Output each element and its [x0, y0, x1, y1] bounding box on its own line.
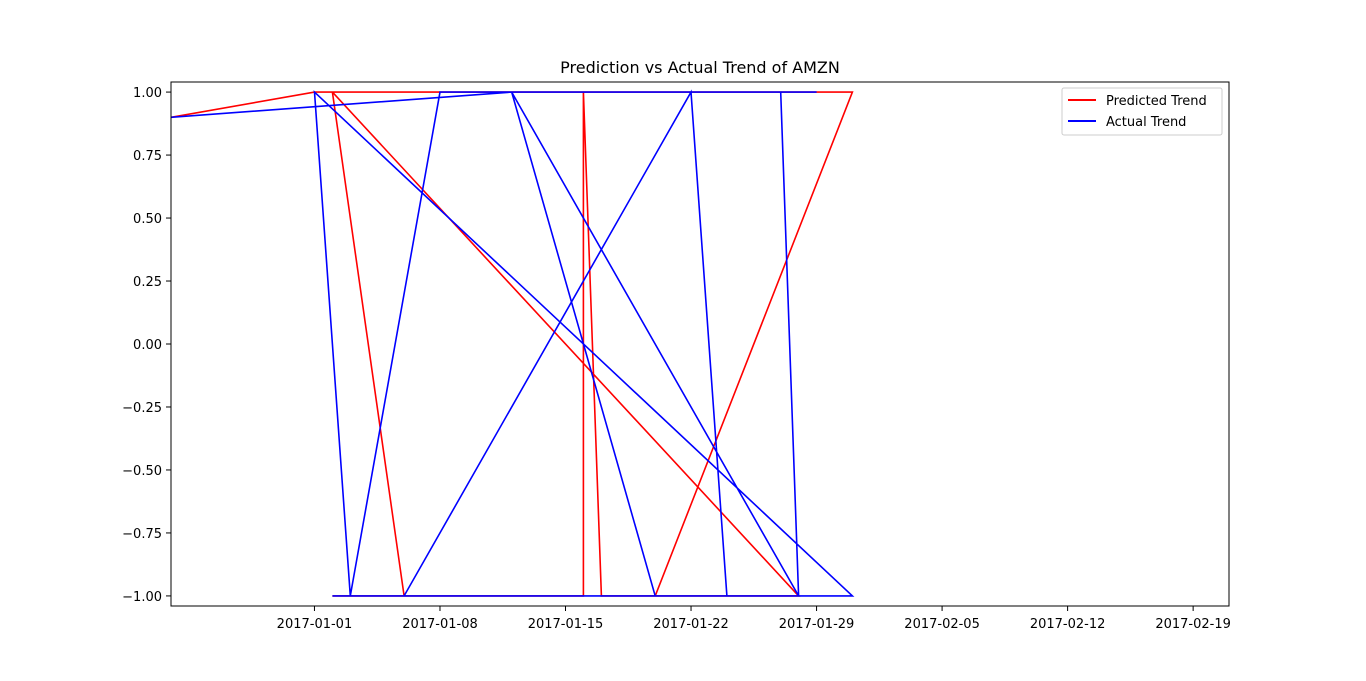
y-tick-label: 0.00: [133, 338, 162, 353]
legend: Predicted Trend Actual Trend: [1061, 87, 1223, 136]
x-tick-label: 2017-01-15: [528, 617, 604, 632]
plot-area: [171, 89, 855, 597]
y-tick-label: 0.25: [133, 275, 162, 290]
x-axis: 2017-01-01 2017-01-08 2017-01-15 2017-01-22…: [277, 606, 1231, 632]
x-tick-label: 2017-01-01: [277, 617, 353, 632]
y-tick-label: 0.75: [133, 149, 162, 164]
legend-frame: [1061, 87, 1223, 136]
y-tick-label: −0.75: [122, 527, 162, 542]
series-layer: [171, 89, 855, 597]
y-tick-label: −0.25: [122, 401, 162, 416]
y-tick-label: −1.00: [122, 590, 162, 605]
y-tick-label: 0.50: [133, 212, 162, 227]
series-line-actual: [171, 89, 855, 597]
y-axis: 1.00 0.75 0.50 0.25 0.00 −0.25 −0.50 −0.75 −1.00: [122, 86, 171, 605]
chart-title: Prediction vs Actual Trend of AMZN: [560, 58, 840, 77]
y-tick-label: 1.00: [133, 86, 162, 101]
x-tick-label: 2017-01-29: [779, 617, 855, 632]
x-tick-label: 2017-01-22: [653, 617, 729, 632]
legend-label-predicted: Predicted Trend: [1106, 94, 1207, 109]
x-tick-label: 2017-02-12: [1030, 617, 1106, 632]
x-tick-label: 2017-01-08: [402, 617, 478, 632]
x-tick-label: 2017-02-05: [904, 617, 980, 632]
y-tick-label: −0.50: [122, 464, 162, 479]
x-tick-label: 2017-02-19: [1155, 617, 1231, 632]
legend-label-actual: Actual Trend: [1106, 115, 1186, 130]
